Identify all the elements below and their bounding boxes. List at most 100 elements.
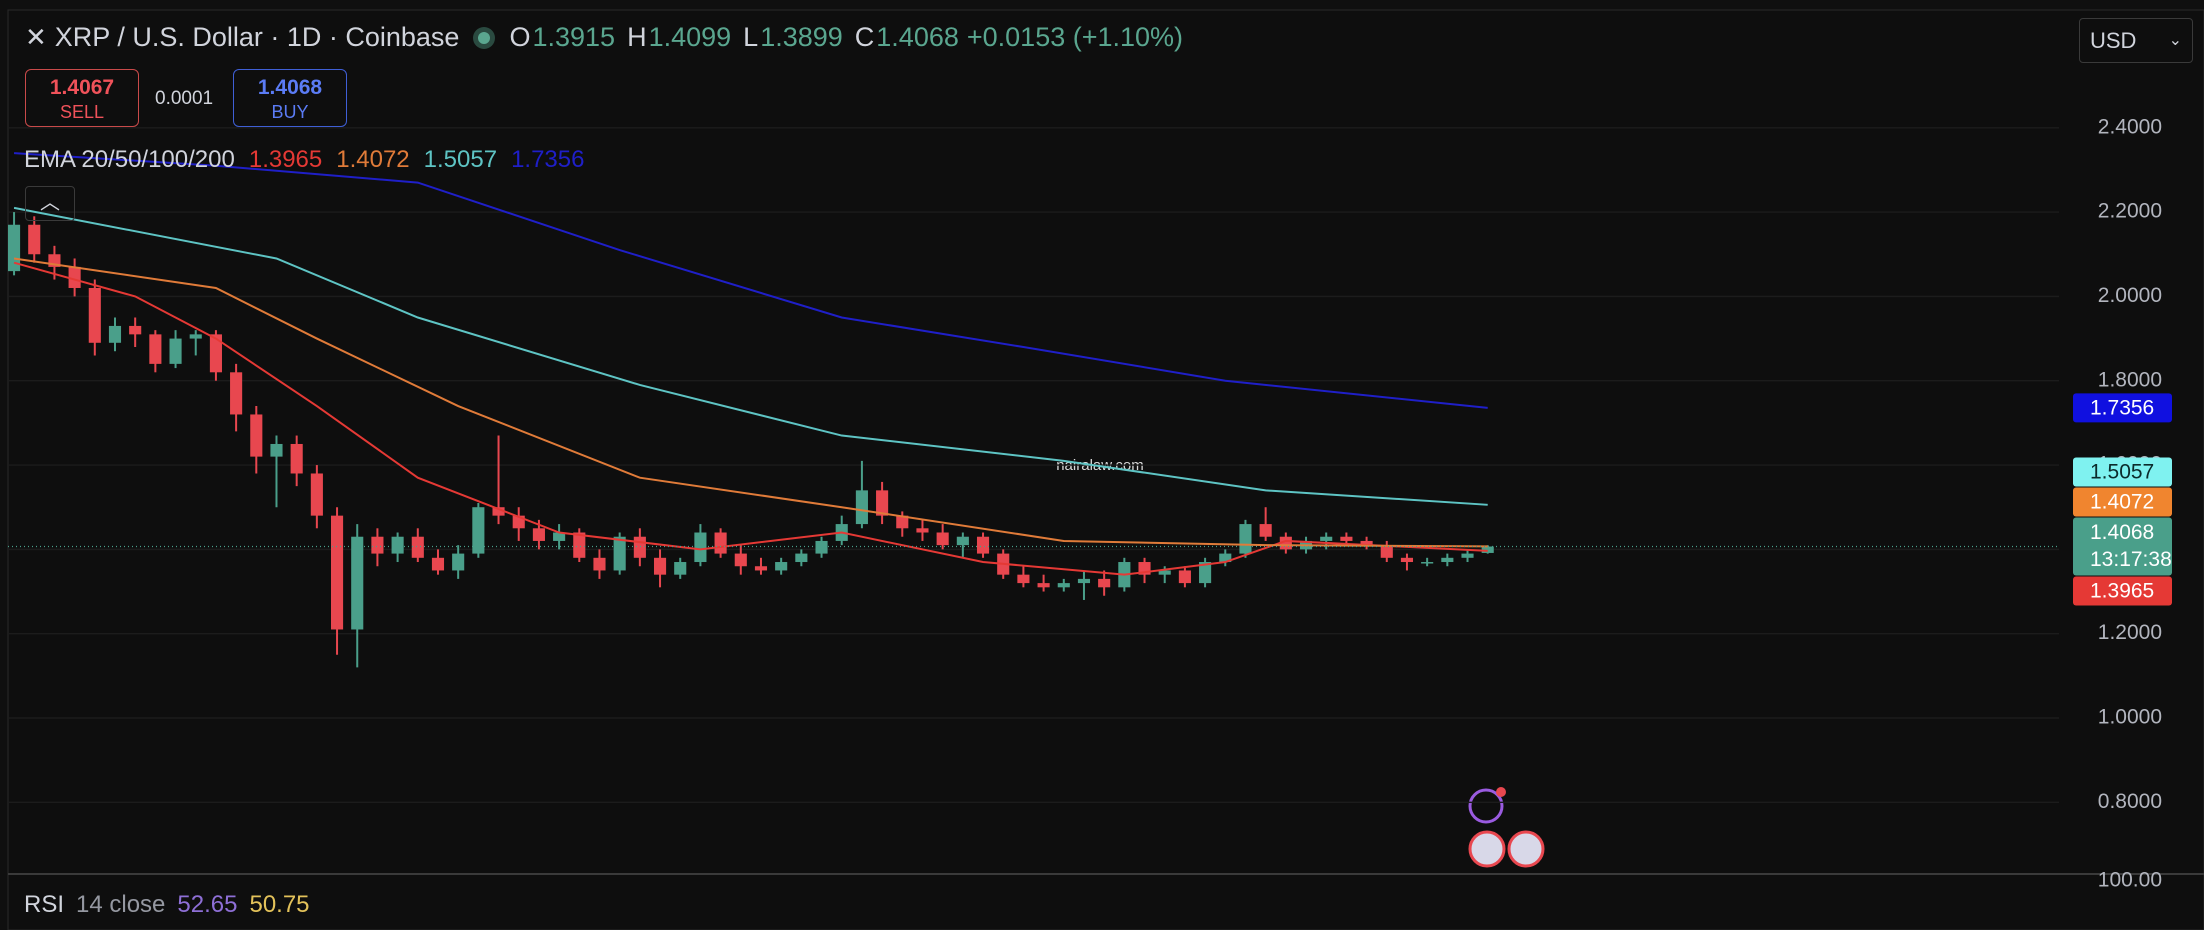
idea-dot	[1496, 787, 1506, 797]
y-tick-label: 2.2000	[2098, 200, 2162, 223]
price-tag	[2073, 576, 2172, 606]
ohlc-key: L	[743, 22, 759, 52]
countdown: 13:17:38	[2090, 548, 2172, 571]
candle-body	[1017, 574, 1030, 584]
sell-button[interactable]: 1.4067 SELL	[25, 69, 139, 127]
candle-body	[694, 532, 707, 563]
candle-body	[209, 334, 222, 373]
price-tag-label: 1.3965	[2090, 580, 2154, 603]
candle-body	[855, 490, 868, 525]
candle-body	[553, 532, 566, 541]
candle-body	[230, 372, 243, 415]
y-tick-label: 2.4000	[2098, 115, 2162, 138]
candle-body	[633, 536, 646, 558]
candle-body	[472, 507, 485, 554]
ohlc-item: C 1.4068	[855, 22, 959, 53]
candle-body	[653, 557, 667, 575]
y-tick-label: 2.0000	[2098, 284, 2162, 307]
ema-line	[13, 257, 1488, 548]
collapse-button[interactable]: ︿	[25, 186, 75, 221]
candle-body	[795, 553, 808, 563]
price-tag-label: 1.4072	[2090, 491, 2154, 514]
buy-price: 1.4068	[257, 76, 323, 99]
ohlc-value: 1.4099	[648, 22, 732, 52]
candle-body	[88, 287, 101, 343]
candle-body	[896, 515, 909, 529]
candle-body	[431, 557, 445, 571]
candle-body	[593, 557, 606, 571]
event-icons	[1468, 787, 1545, 868]
price-tag-label: 1.5057	[2090, 461, 2154, 484]
candle-body	[330, 515, 344, 630]
rsi-value: 52.65	[177, 891, 238, 918]
price-tag	[2073, 517, 2172, 576]
candle-body	[129, 325, 142, 335]
candle-body	[1098, 578, 1111, 588]
rsi-params: 14 close	[76, 891, 166, 918]
price-tag	[2073, 487, 2172, 517]
candle-body	[714, 532, 727, 554]
ohlc-key: H	[627, 22, 647, 52]
y-tick-label: 1.0000	[2098, 706, 2162, 729]
ema-line	[13, 152, 1488, 409]
ohlc-item: O 1.3915	[509, 22, 615, 53]
candle-body	[976, 536, 990, 554]
ema-legend: EMA 20/50/100/200 1.3965 1.4072 1.5057 1.73…	[24, 146, 584, 174]
ema-label: EMA 20/50/100/200	[24, 146, 235, 173]
currency: USD	[2090, 28, 2137, 53]
candle-body	[1461, 553, 1474, 558]
buy-button[interactable]: 1.4068 BUY	[233, 69, 347, 127]
candle-body	[775, 562, 788, 571]
flag-icon	[1507, 830, 1545, 868]
currency-select[interactable]: USD ⌄	[2079, 18, 2193, 63]
candle-body	[391, 536, 404, 554]
candle-body	[371, 536, 384, 554]
candle-body	[936, 532, 949, 546]
ohlc-value: 1.3915	[532, 22, 616, 52]
candle-body	[270, 443, 283, 457]
header: ✕ XRP / U.S. Dollar · 1D · Coinbase O 1.3…	[25, 22, 1183, 53]
candle-body	[1380, 545, 1393, 558]
candle-body	[149, 334, 162, 364]
sell-label: SELL	[59, 102, 105, 122]
candle-body	[290, 443, 303, 474]
candle-body	[1199, 562, 1212, 584]
ema-value: 1.5057	[423, 146, 498, 173]
candle-body	[250, 414, 263, 457]
candle-body	[754, 566, 768, 571]
candle-body	[1259, 524, 1272, 537]
candle-body	[1077, 578, 1091, 584]
candle-body	[189, 334, 202, 339]
candle-body	[411, 536, 424, 558]
candle-body	[108, 325, 122, 343]
ema-value: 1.4072	[336, 146, 410, 173]
ema-line	[13, 261, 1488, 576]
sell-price: 1.4067	[49, 76, 115, 99]
ema-line	[13, 206, 1488, 506]
ohlc-value: 1.4068	[876, 22, 959, 52]
price-tag	[2073, 393, 2172, 423]
ema-value: 1.7356	[511, 146, 585, 173]
candle-body	[734, 553, 747, 567]
spread: 0.0001	[155, 88, 214, 109]
status-dot	[473, 26, 496, 49]
candle-body	[1400, 557, 1414, 563]
candle-body	[452, 553, 465, 571]
candle-body	[956, 536, 969, 546]
candle-body	[1239, 524, 1252, 554]
y-tick-label: 1.2000	[2098, 621, 2162, 644]
rsi-label: RSI	[24, 891, 65, 918]
price-tag-label: 1.7356	[2090, 396, 2154, 419]
candle-body	[1481, 546, 1494, 553]
candle-body	[1360, 540, 1373, 546]
candle-body	[916, 528, 929, 533]
candle-body	[492, 507, 505, 516]
candle-body	[68, 266, 81, 288]
candle-body	[310, 473, 323, 516]
close-icon[interactable]: ✕	[25, 22, 47, 52]
rsi-axis-label: 100.00	[2098, 869, 2162, 892]
candle-body	[1441, 557, 1454, 563]
chevron: ⌄	[2168, 32, 2182, 49]
candle-body	[1178, 570, 1191, 584]
price-tag-label: 1.4068	[2090, 521, 2154, 544]
